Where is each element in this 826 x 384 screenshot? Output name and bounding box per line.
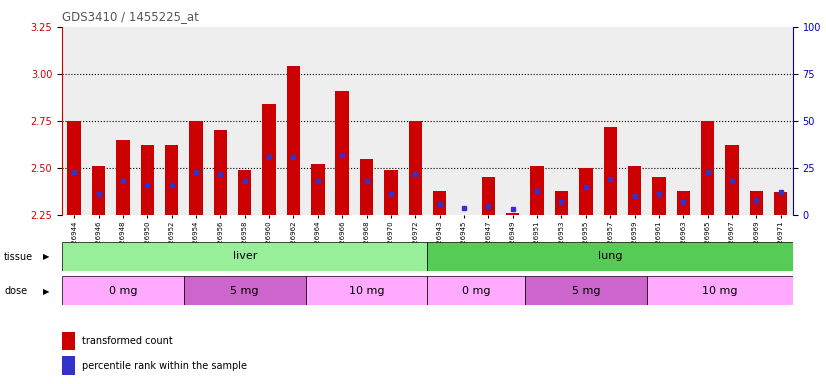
Bar xyxy=(458,215,471,262)
Bar xyxy=(62,332,75,350)
Text: transformed count: transformed count xyxy=(83,336,173,346)
Bar xyxy=(579,168,592,215)
Bar xyxy=(360,159,373,215)
Bar xyxy=(214,130,227,215)
Text: 10 mg: 10 mg xyxy=(702,286,738,296)
Text: percentile rank within the sample: percentile rank within the sample xyxy=(83,361,248,371)
Bar xyxy=(555,190,568,215)
Text: tissue: tissue xyxy=(4,252,33,262)
Text: 0 mg: 0 mg xyxy=(108,286,137,296)
Bar xyxy=(647,276,793,305)
Bar xyxy=(525,276,647,305)
Bar xyxy=(530,166,544,215)
Bar xyxy=(335,91,349,215)
Bar xyxy=(676,190,690,215)
Bar xyxy=(506,213,520,215)
Bar xyxy=(482,177,495,215)
Bar xyxy=(311,164,325,215)
Bar xyxy=(263,104,276,215)
Bar xyxy=(725,146,738,215)
Text: 10 mg: 10 mg xyxy=(349,286,384,296)
Bar xyxy=(140,146,154,215)
Bar xyxy=(750,190,763,215)
Text: 5 mg: 5 mg xyxy=(230,286,259,296)
Text: 5 mg: 5 mg xyxy=(572,286,601,296)
Text: liver: liver xyxy=(232,251,257,262)
Bar xyxy=(384,170,397,215)
Bar xyxy=(183,276,306,305)
Bar xyxy=(604,127,617,215)
Bar xyxy=(409,121,422,215)
Text: dose: dose xyxy=(4,286,27,296)
Text: 0 mg: 0 mg xyxy=(462,286,491,296)
Bar xyxy=(68,121,81,215)
Bar xyxy=(62,356,75,375)
Bar xyxy=(287,66,300,215)
Bar xyxy=(306,276,428,305)
Bar xyxy=(165,146,178,215)
Text: lung: lung xyxy=(598,251,623,262)
Bar xyxy=(62,276,183,305)
Bar xyxy=(433,190,446,215)
Bar xyxy=(238,170,251,215)
Text: ▶: ▶ xyxy=(43,286,50,296)
Bar xyxy=(774,192,787,215)
Bar xyxy=(116,140,130,215)
Bar xyxy=(628,166,641,215)
Text: GDS3410 / 1455225_at: GDS3410 / 1455225_at xyxy=(62,10,199,23)
Bar xyxy=(428,242,793,271)
Bar xyxy=(62,242,428,271)
Bar xyxy=(189,121,202,215)
Bar xyxy=(701,121,714,215)
Bar xyxy=(92,166,105,215)
Bar xyxy=(428,276,525,305)
Text: ▶: ▶ xyxy=(43,252,50,261)
Bar xyxy=(653,177,666,215)
